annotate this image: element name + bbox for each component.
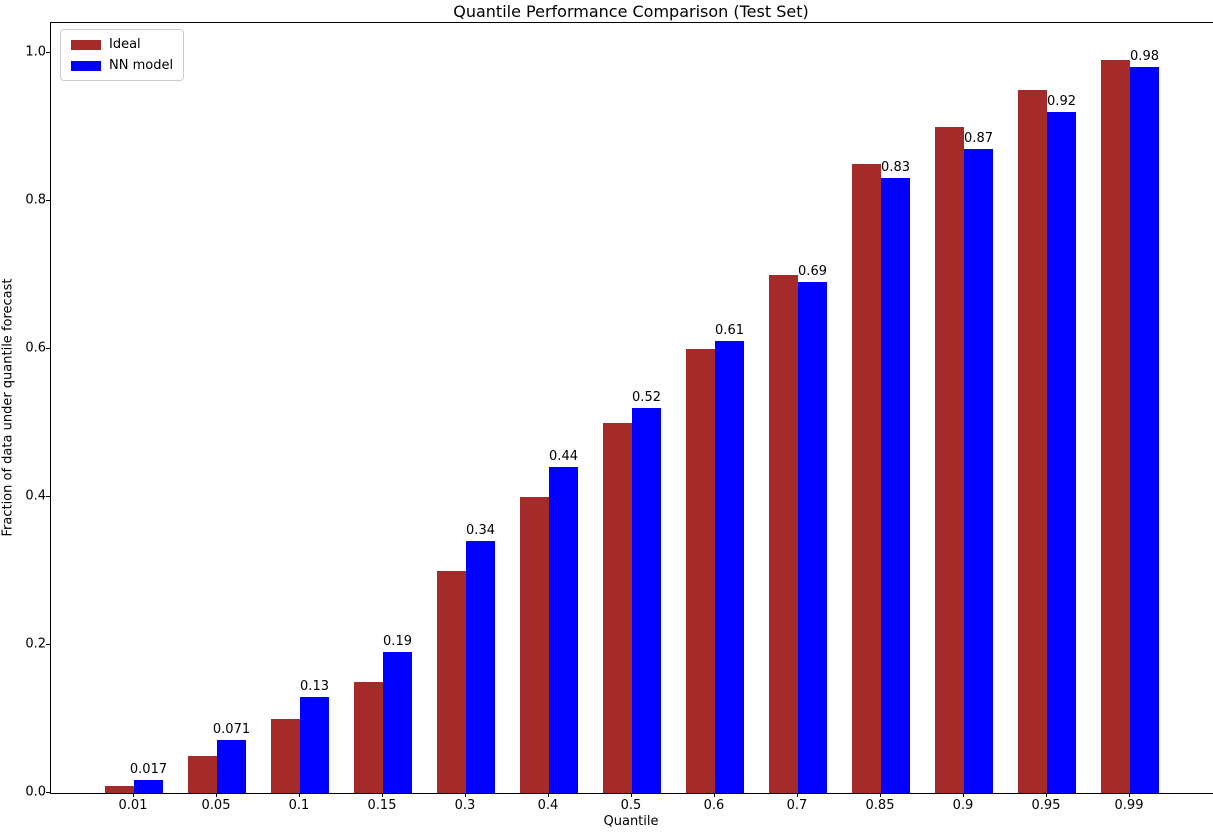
bar-ideal-0.95 [1017,89,1047,793]
bar-nn-model-0.01 [134,780,164,793]
legend-label-ideal: Ideal [109,37,141,52]
bar-nn-model-0.3 [466,541,496,793]
legend-label-nn-model: NN model [109,58,174,73]
x-tick-label-0.1: 0.1 [288,798,310,813]
x-tick-label-0.99: 0.99 [1114,798,1144,813]
bar-ideal-0.7 [768,274,798,793]
bar-value-label-0.7: 0.69 [798,264,827,280]
bar-ideal-0.4 [519,496,549,793]
x-tick-label-0.01: 0.01 [118,798,148,813]
bar-nn-model-0.05 [217,740,247,793]
bar-nn-model-0.95 [1047,111,1077,793]
y-tick-mark-0.2 [46,643,50,645]
bar-ideal-0.99 [1100,60,1130,793]
plot-area: 0.017 0.071 0.13 0.19 0.34 0.44 0.52 0.61 0.69 0.… [50,22,1213,794]
x-tick-label-0.4: 0.4 [537,798,559,813]
bar-ideal-0.5 [602,422,632,793]
bar-nn-model-0.15 [383,652,413,793]
bar-ideal-0.9 [934,126,964,793]
x-tick-mark-0.1 [299,793,300,797]
y-tick-label-0.8: 0.8 [25,192,46,208]
x-tick-mark-0.4 [548,793,549,797]
x-tick-mark-0.5 [631,793,632,797]
y-tick-label-0.4: 0.4 [25,488,46,504]
bar-value-label-0.85: 0.83 [881,160,910,176]
bar-value-label-0.3: 0.34 [466,523,495,539]
legend: Ideal NN model [60,29,185,81]
x-tick-mark-0.3 [465,793,466,797]
bar-nn-model-0.7 [798,282,828,793]
x-tick-mark-0.15 [382,793,383,797]
x-tick-mark-0.01 [133,793,134,797]
bar-ideal-0.1 [270,718,300,793]
bar-value-label-0.15: 0.19 [383,634,412,650]
x-tick-mark-0.85 [880,793,881,797]
x-tick-label-0.3: 0.3 [454,798,476,813]
legend-swatch-nn-model [71,60,101,71]
x-tick-mark-0.7 [797,793,798,797]
bar-nn-model-0.5 [632,408,662,793]
bar-nn-model-0.4 [549,467,579,793]
bars-layer [51,23,1213,793]
x-tick-label-0.15: 0.15 [367,798,397,813]
bar-ideal-0.01 [104,785,134,793]
legend-entry-nn-model: NN model [71,58,173,73]
bar-value-labels-layer: 0.017 0.071 0.13 0.19 0.34 0.44 0.52 0.61 0.69 0.… [51,23,1213,793]
bar-ideal-0.3 [436,570,466,793]
bar-value-label-0.05: 0.071 [212,722,251,738]
y-tick-label-0.2: 0.2 [25,636,46,652]
y-tick-mark-1.0 [46,51,50,53]
x-tick-label-0.5: 0.5 [620,798,642,813]
bar-value-label-0.9: 0.87 [964,130,993,146]
x-tick-label-0.05: 0.05 [201,798,231,813]
y-tick-label-0.6: 0.6 [25,340,46,356]
x-tick-label-0.85: 0.85 [865,798,895,813]
x-tick-mark-0.6 [714,793,715,797]
x-tick-mark-0.99 [1129,793,1130,797]
y-tick-mark-0.6 [46,347,50,349]
x-tick-label-0.9: 0.9 [952,798,974,813]
y-tick-mark-0.8 [46,199,50,201]
x-tick-label-0.7: 0.7 [786,798,808,813]
bar-ideal-0.85 [851,163,881,793]
bar-value-label-0.01: 0.017 [129,762,168,778]
bar-value-label-0.6: 0.61 [715,323,744,339]
bar-ideal-0.15 [353,681,383,793]
bar-value-label-0.95: 0.92 [1047,93,1076,109]
x-tick-label-0.95: 0.95 [1031,798,1061,813]
y-tick-mark-0.4 [46,495,50,497]
x-axis-label: Quantile [603,814,659,829]
x-tick-mark-0.05 [216,793,217,797]
bar-value-label-0.1: 0.13 [300,678,329,694]
bar-nn-model-0.9 [964,148,994,793]
legend-swatch-ideal [71,39,101,50]
bar-value-label-0.5: 0.52 [632,390,661,405]
x-tick-label-0.6: 0.6 [703,798,725,813]
bar-nn-model-0.6 [715,341,745,793]
y-tick-label-0.0: 0.0 [25,784,46,800]
bar-nn-model-0.85 [881,178,911,793]
y-tick-mark-0.0 [46,792,50,793]
legend-entry-ideal: Ideal [71,37,173,52]
bar-value-label-0.4: 0.44 [549,449,578,465]
chart-title: Quantile Performance Comparison (Test Se… [453,2,809,21]
x-tick-mark-0.95 [1046,793,1047,797]
bar-nn-model-0.1 [300,696,330,793]
bar-ideal-0.05 [187,755,217,793]
bar-ideal-0.6 [685,348,715,793]
y-tick-label-1.0: 1.0 [25,44,46,60]
bar-value-label-0.99: 0.98 [1130,49,1159,65]
x-tick-mark-0.9 [963,793,964,797]
bar-nn-model-0.99 [1130,67,1160,793]
y-axis-label: Fraction of data under quantile forecast [0,278,16,537]
